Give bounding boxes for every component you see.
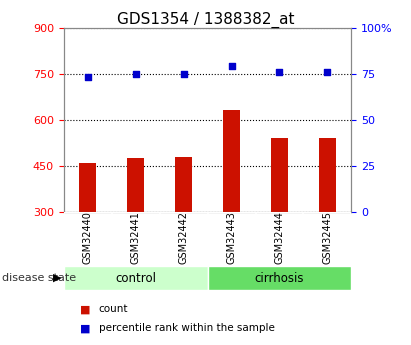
Point bbox=[324, 69, 331, 75]
Text: percentile rank within the sample: percentile rank within the sample bbox=[99, 324, 275, 333]
Bar bbox=[319, 138, 336, 212]
Bar bbox=[79, 163, 96, 212]
Text: GDS1354 / 1388382_at: GDS1354 / 1388382_at bbox=[117, 12, 294, 28]
Text: GSM32444: GSM32444 bbox=[275, 211, 284, 264]
Point bbox=[132, 71, 139, 77]
Text: ■: ■ bbox=[80, 305, 91, 314]
Point bbox=[180, 71, 187, 77]
FancyBboxPatch shape bbox=[208, 266, 351, 290]
Text: control: control bbox=[115, 272, 156, 285]
Text: ■: ■ bbox=[80, 324, 91, 333]
Point bbox=[276, 69, 283, 75]
Point bbox=[228, 63, 235, 69]
Bar bbox=[175, 157, 192, 212]
Bar bbox=[223, 110, 240, 212]
Bar bbox=[271, 138, 288, 212]
Bar bbox=[127, 158, 144, 212]
Text: cirrhosis: cirrhosis bbox=[255, 272, 304, 285]
Point bbox=[84, 75, 91, 80]
Text: GSM32441: GSM32441 bbox=[131, 211, 141, 264]
Text: GSM32440: GSM32440 bbox=[83, 211, 92, 264]
Text: disease state: disease state bbox=[2, 273, 76, 283]
Text: GSM32445: GSM32445 bbox=[323, 211, 332, 264]
Text: GSM32442: GSM32442 bbox=[179, 211, 189, 264]
Text: ▶: ▶ bbox=[53, 273, 62, 283]
FancyBboxPatch shape bbox=[64, 266, 208, 290]
Text: GSM32443: GSM32443 bbox=[226, 211, 236, 264]
Text: count: count bbox=[99, 305, 128, 314]
